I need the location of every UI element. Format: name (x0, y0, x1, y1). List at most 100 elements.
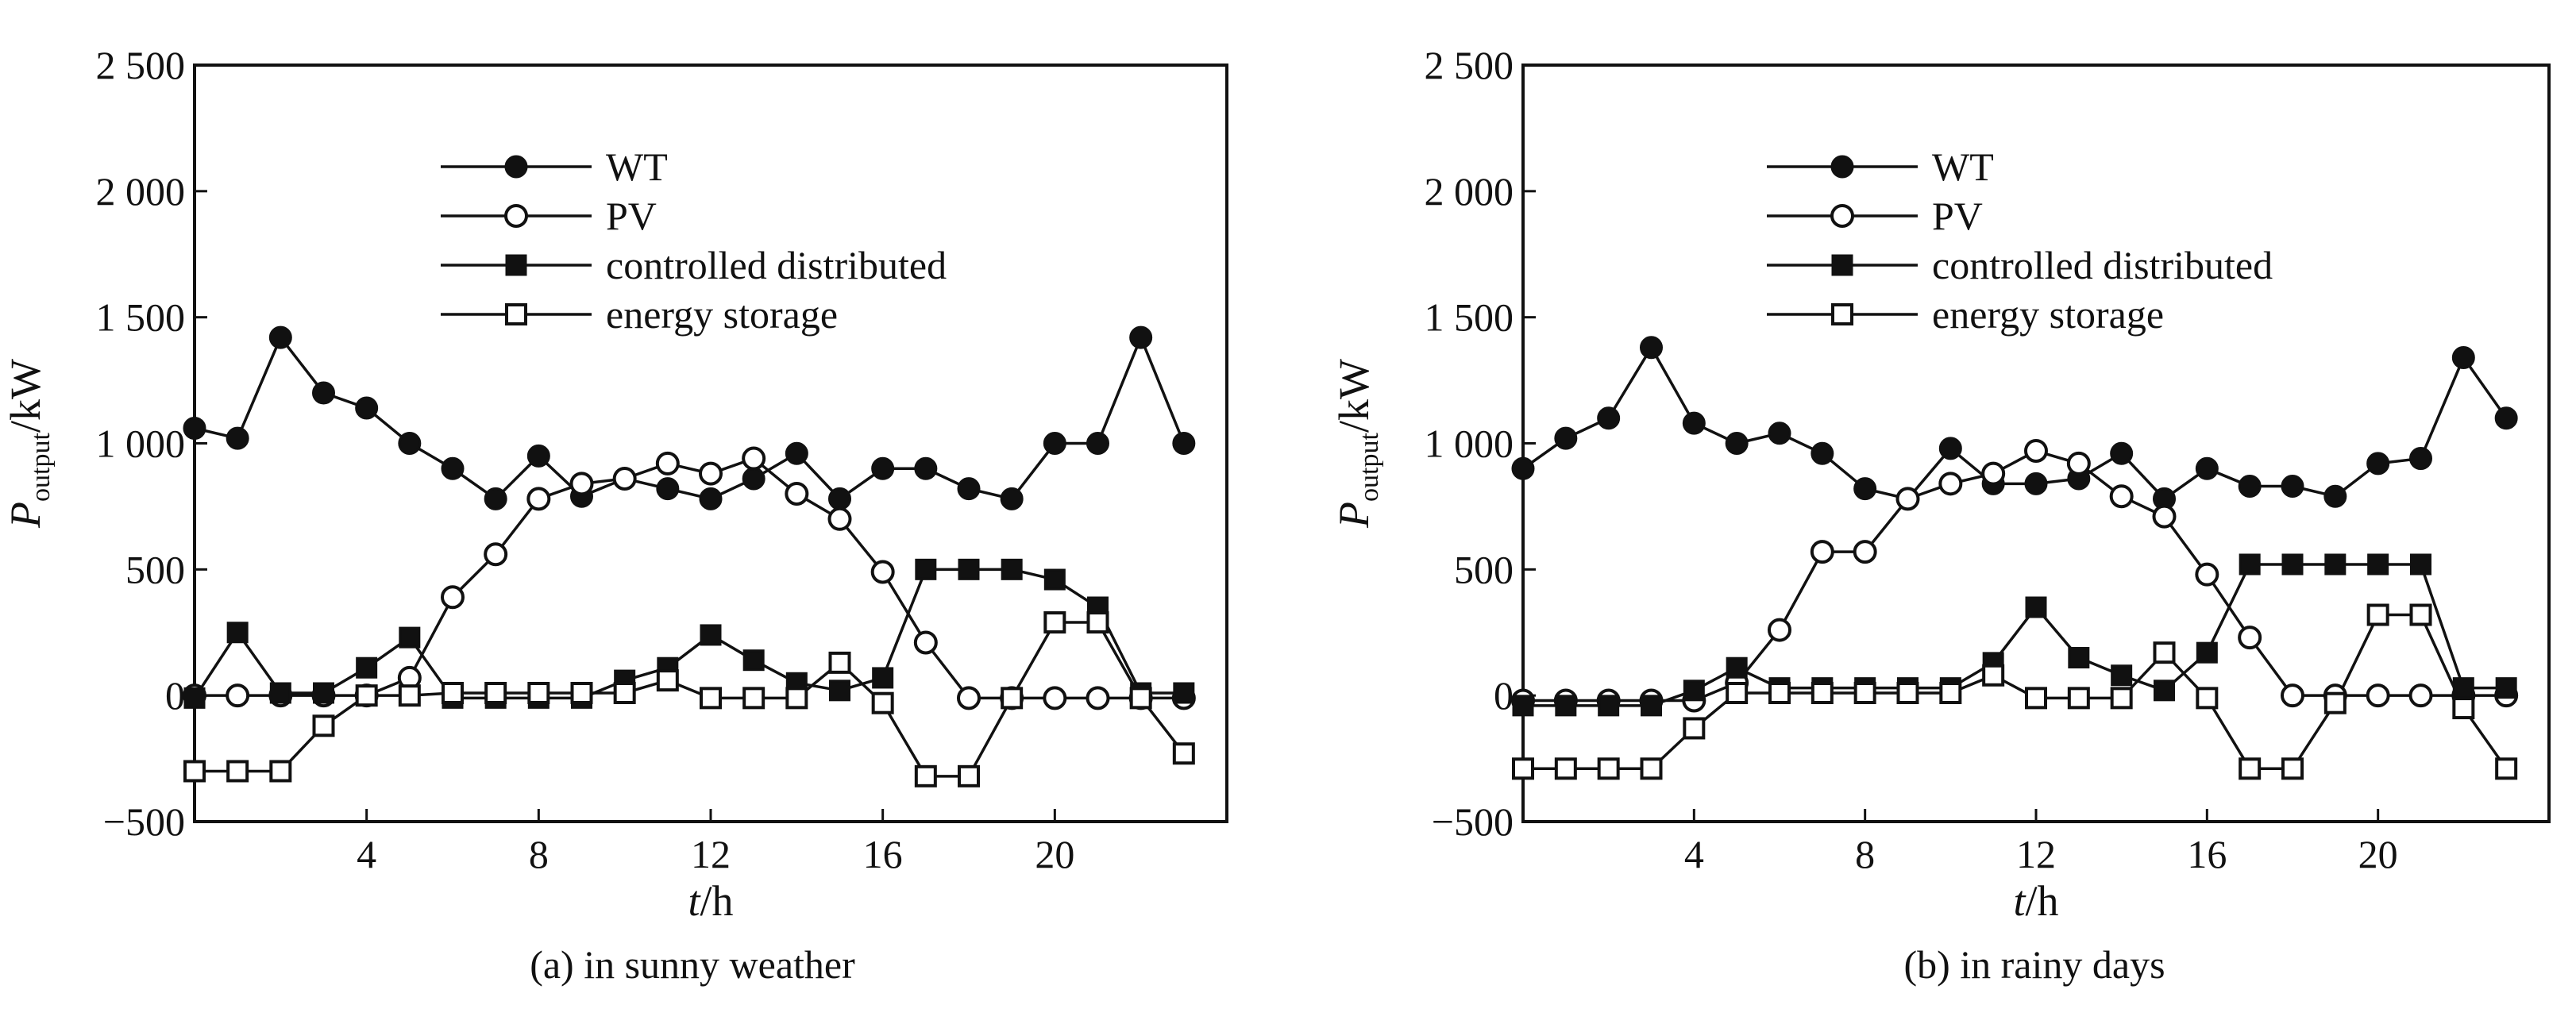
y-tick-label: 500 (125, 547, 185, 591)
data-point (2495, 677, 2517, 699)
y-tick-label: 2 500 (1425, 43, 1514, 87)
data-point (2024, 472, 2048, 495)
data-point (2024, 439, 2048, 464)
data-point (526, 444, 550, 468)
data-point (2494, 406, 2518, 430)
series-pv (1523, 449, 2507, 703)
data-point (2366, 603, 2389, 626)
data-point (2367, 553, 2389, 576)
data-point (2195, 456, 2219, 480)
series-markers-energy-storage (1512, 603, 2518, 780)
data-point (785, 687, 808, 710)
data-point (2281, 683, 2304, 708)
legend: WT PV controlled distributed energy storage (1767, 144, 2273, 337)
data-point (700, 624, 722, 646)
legend-marker (504, 155, 528, 179)
series-controlled-distributed (193, 568, 1184, 700)
data-point (441, 456, 465, 480)
y-axis-label: Poutput/kW (1330, 359, 1384, 529)
series-line (194, 336, 1186, 501)
data-point (1129, 687, 1152, 710)
data-point (1001, 558, 1023, 580)
data-point (1597, 757, 1620, 780)
data-point (699, 487, 723, 510)
legend-label: controlled distributed (606, 243, 947, 287)
data-point (183, 687, 206, 709)
data-point (655, 451, 680, 475)
data-point (1768, 422, 1791, 445)
data-point (526, 487, 551, 511)
data-point (827, 506, 852, 531)
data-point (569, 472, 594, 496)
series-line (1523, 613, 2508, 771)
data-point (2153, 641, 2176, 664)
x-tick-label: 12 (2016, 832, 2056, 876)
data-point (2410, 553, 2431, 576)
data-point (742, 687, 765, 710)
y-tick-label: −500 (103, 799, 185, 844)
data-point (1938, 472, 1963, 496)
data-point (1811, 441, 1834, 465)
data-point (829, 680, 850, 702)
data-point (1043, 686, 1067, 710)
y-tick-label: 500 (1454, 547, 1514, 591)
data-point (700, 687, 722, 710)
data-point (1982, 664, 2005, 687)
data-point (2111, 664, 2133, 687)
legend-label: PV (606, 194, 657, 238)
data-point (399, 626, 421, 649)
series-markers-pv (183, 446, 1196, 710)
data-point (1768, 618, 1791, 642)
y-tick-label: −500 (1432, 799, 1514, 844)
data-point (785, 482, 809, 506)
data-point (1554, 426, 1578, 450)
data-point (2451, 345, 2475, 369)
data-point (2239, 553, 2261, 576)
legend-label: WT (606, 144, 668, 189)
y-tick-label: 1 000 (1425, 422, 1514, 466)
x-tick-label: 20 (1035, 832, 1074, 876)
data-point (2025, 687, 2047, 710)
x-tick-label: 12 (691, 832, 731, 876)
data-point (1853, 681, 1876, 704)
series-markers-pv (1511, 439, 2519, 713)
series-controlled-distributed (1523, 563, 2507, 707)
data-point (958, 764, 980, 787)
data-point (872, 667, 894, 689)
data-point (2323, 691, 2347, 714)
legend-label: energy storage (606, 292, 838, 337)
data-point (398, 432, 422, 455)
data-point (2452, 677, 2474, 699)
y-tick-label: 0 (1494, 673, 1514, 718)
data-point (183, 416, 206, 440)
data-point (355, 396, 379, 420)
data-point (2408, 683, 2433, 708)
data-point (1939, 681, 1962, 704)
data-point (2152, 504, 2177, 529)
data-point (1853, 477, 1877, 501)
data-point (870, 560, 895, 584)
data-point (2110, 687, 2133, 710)
legend-marker (1830, 155, 1854, 179)
data-point (871, 456, 895, 480)
data-point (527, 681, 550, 704)
data-point (2154, 680, 2175, 702)
legend-label: controlled distributed (1932, 243, 2273, 287)
series-line (1523, 449, 2507, 703)
data-point (2239, 757, 2262, 780)
series-markers-energy-storage (183, 611, 1195, 787)
data-point (313, 682, 334, 704)
data-point (1981, 461, 2006, 486)
data-point (484, 542, 508, 567)
legend-marker (505, 254, 527, 276)
data-point (1682, 411, 1706, 435)
x-tick-label: 8 (1855, 832, 1875, 876)
legend-label: energy storage (1932, 292, 2164, 337)
data-point (828, 651, 851, 674)
data-point (570, 681, 593, 704)
data-point (226, 622, 249, 644)
data-point (1938, 437, 1962, 460)
data-point (183, 760, 206, 783)
data-point (742, 446, 766, 471)
